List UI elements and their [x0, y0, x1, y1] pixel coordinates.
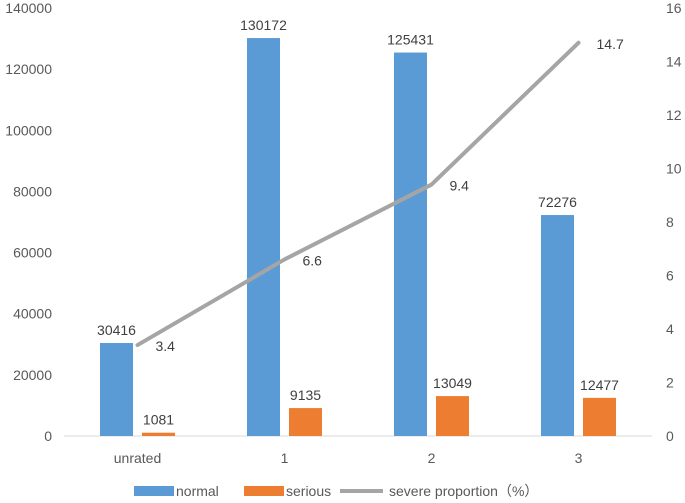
left-axis-tick-label: 0 — [44, 428, 52, 444]
data-label-serious: 9135 — [290, 387, 321, 403]
data-label-normal: 30416 — [97, 322, 136, 338]
left-y-axis: 0 20000 40000 60000 80000 100000 120000 140000 — [5, 0, 52, 444]
right-y-axis: 0 2 4 6 8 10 12 14 16 — [666, 0, 682, 444]
left-axis-tick-label: 100000 — [5, 122, 52, 138]
left-axis-tick-label: 40000 — [13, 306, 52, 322]
data-label-severe-proportion: 3.4 — [156, 338, 176, 354]
right-axis-tick-label: 10 — [666, 161, 682, 177]
bar-serious — [436, 396, 469, 436]
data-label-severe-proportion: 14.7 — [597, 36, 624, 52]
data-label-severe-proportion: 9.4 — [450, 178, 470, 194]
bar-normal — [541, 215, 574, 436]
data-label-serious: 13049 — [433, 375, 472, 391]
right-axis-tick-label: 2 — [666, 375, 674, 391]
left-axis-tick-label: 80000 — [13, 183, 52, 199]
x-axis-tick-label: 1 — [281, 450, 289, 466]
right-axis-tick-label: 0 — [666, 428, 674, 444]
left-axis-tick-label: 120000 — [5, 61, 52, 77]
bar-serious — [142, 432, 175, 436]
bar-normal — [100, 343, 133, 436]
x-axis: unrated 1 2 3 — [114, 450, 583, 466]
line-severe-proportion — [135, 40, 581, 348]
legend-label: serious — [286, 483, 331, 499]
x-axis-tick-label: 2 — [428, 450, 436, 466]
data-label-serious: 1081 — [143, 412, 174, 428]
data-label-serious: 12477 — [580, 377, 619, 393]
data-label-severe-proportion: 6.6 — [303, 252, 323, 268]
bar-series — [100, 38, 616, 437]
line-series — [135, 40, 581, 348]
legend-label: normal — [176, 483, 219, 499]
bar-serious — [289, 408, 322, 436]
legend-swatch — [244, 486, 284, 496]
right-axis-tick-label: 6 — [666, 268, 674, 284]
data-label-normal: 130172 — [240, 17, 287, 33]
right-axis-tick-label: 16 — [666, 0, 682, 16]
data-label-normal: 72276 — [538, 194, 577, 210]
x-axis-tick-label: unrated — [114, 450, 161, 466]
bar-serious — [583, 397, 616, 436]
left-axis-tick-label: 60000 — [13, 245, 52, 261]
right-axis-tick-label: 12 — [666, 107, 682, 123]
legend-label: severe proportion（%） — [389, 483, 538, 499]
right-axis-tick-label: 14 — [666, 54, 682, 70]
data-label-normal: 125431 — [387, 32, 434, 48]
bar-normal — [247, 38, 280, 437]
data-labels: 30416 130172 125431 72276 1081 9135 13049 12477… — [97, 17, 624, 428]
left-axis-tick-label: 140000 — [5, 0, 52, 16]
right-axis-tick-label: 4 — [666, 321, 674, 337]
right-axis-tick-label: 8 — [666, 214, 674, 230]
bar-normal — [394, 52, 427, 436]
x-axis-tick-label: 3 — [575, 450, 583, 466]
legend: normal serious severe proportion（%） — [134, 483, 538, 499]
left-axis-tick-label: 20000 — [13, 367, 52, 383]
legend-swatch — [134, 486, 174, 496]
